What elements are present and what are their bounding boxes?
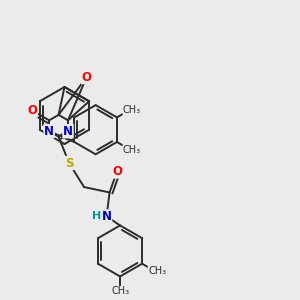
Text: CH₃: CH₃ bbox=[123, 145, 141, 154]
Text: S: S bbox=[65, 157, 73, 169]
Text: CH₃: CH₃ bbox=[148, 266, 166, 276]
Text: N: N bbox=[44, 125, 54, 138]
Text: N: N bbox=[102, 210, 112, 223]
Text: N: N bbox=[63, 125, 73, 138]
Text: O: O bbox=[82, 70, 92, 84]
Text: O: O bbox=[27, 104, 37, 117]
Text: O: O bbox=[112, 165, 122, 178]
Text: CH₃: CH₃ bbox=[123, 105, 141, 115]
Text: H: H bbox=[92, 212, 102, 221]
Text: CH₃: CH₃ bbox=[111, 286, 129, 296]
